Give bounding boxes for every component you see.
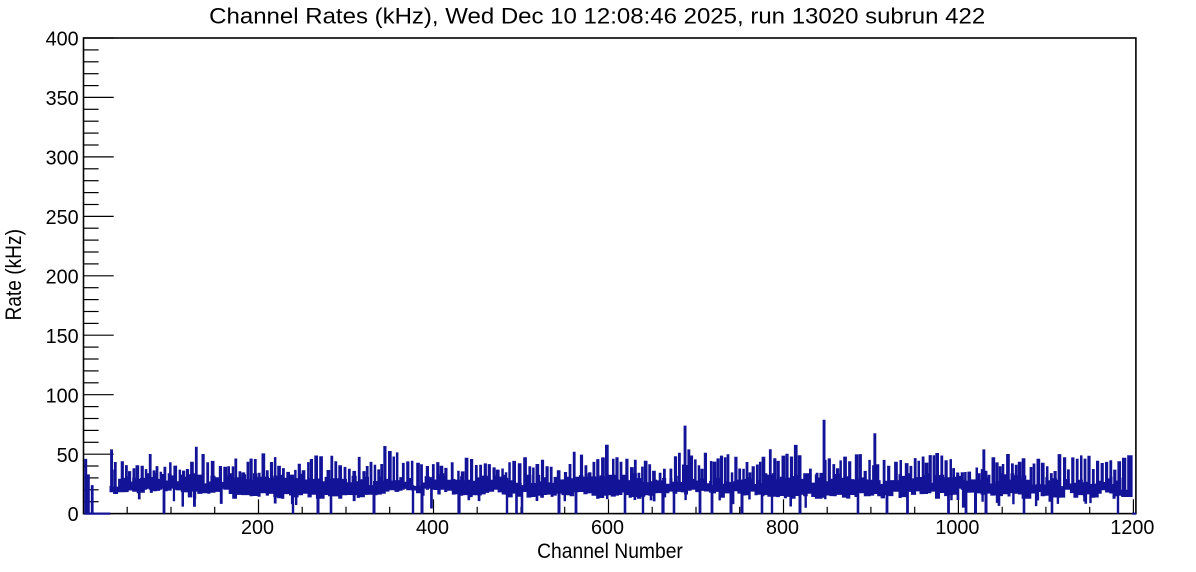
svg-text:1200: 1200	[1110, 516, 1154, 539]
svg-text:0: 0	[68, 503, 79, 526]
svg-text:100: 100	[46, 384, 79, 407]
svg-text:50: 50	[57, 444, 79, 467]
svg-text:600: 600	[591, 516, 624, 539]
svg-text:Rate (kHz): Rate (kHz)	[1, 229, 26, 321]
svg-text:1000: 1000	[935, 516, 979, 539]
svg-text:300: 300	[46, 147, 79, 170]
svg-text:800: 800	[766, 516, 799, 539]
svg-text:400: 400	[416, 516, 449, 539]
svg-text:200: 200	[46, 265, 79, 288]
svg-text:400: 400	[46, 28, 79, 51]
svg-text:350: 350	[46, 87, 79, 110]
svg-text:Channel Rates (kHz), Wed Dec 1: Channel Rates (kHz), Wed Dec 10 12:08:46…	[209, 4, 985, 29]
svg-text:250: 250	[46, 206, 79, 229]
svg-text:Channel Number: Channel Number	[537, 540, 683, 563]
svg-text:200: 200	[241, 516, 274, 539]
svg-text:150: 150	[46, 325, 79, 348]
